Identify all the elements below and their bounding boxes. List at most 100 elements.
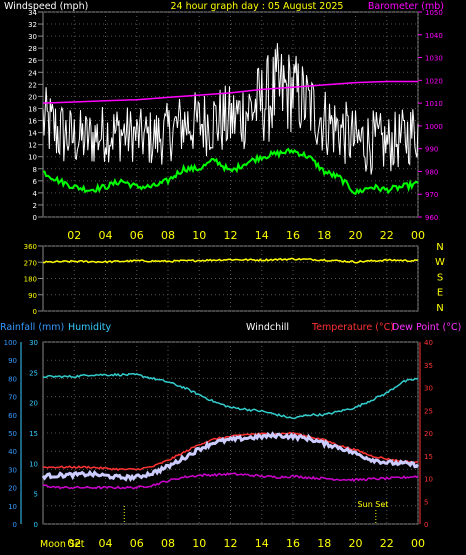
rain-tick-label: 40 bbox=[8, 448, 17, 456]
left-axis-label: Windspeed (mph) bbox=[4, 1, 88, 12]
y-tick-label: 16 bbox=[28, 118, 37, 126]
y-tick-label: 20 bbox=[28, 93, 37, 101]
y2-tick-label: 970 bbox=[425, 191, 438, 199]
y2-tick-label: 1000 bbox=[425, 123, 443, 131]
temp-tick-label: 40 bbox=[424, 339, 433, 347]
legend-label: Temperature (°C) bbox=[311, 322, 394, 333]
x-tick-label: 22 bbox=[380, 229, 394, 242]
x-tick-label: 22 bbox=[380, 537, 394, 550]
x-tick-label: 06 bbox=[130, 229, 144, 242]
rain-tick-label: 60 bbox=[8, 412, 17, 420]
y2-tick-label: 1020 bbox=[425, 77, 443, 85]
temp-tick-label: 0 bbox=[424, 521, 428, 529]
y-tick-label: 180 bbox=[24, 276, 37, 284]
y-tick-label: 8 bbox=[33, 166, 37, 174]
compass-label: W bbox=[435, 257, 445, 268]
y-tick-label: 10 bbox=[28, 154, 37, 162]
rain-tick-label: 90 bbox=[8, 357, 17, 365]
humidity-tick-label: 25 bbox=[29, 369, 38, 377]
y-tick-label: 4 bbox=[33, 190, 38, 198]
y2-tick-label: 1010 bbox=[425, 100, 443, 108]
legend-label: Rainfall (mm) bbox=[0, 322, 64, 333]
y-tick-label: 22 bbox=[28, 81, 37, 89]
y-tick-label: 32 bbox=[28, 21, 37, 29]
rain-tick-label: 0 bbox=[13, 521, 17, 529]
humidity-tick-label: 5 bbox=[34, 491, 38, 499]
x-tick-label: 10 bbox=[192, 229, 206, 242]
x-tick-label: 12 bbox=[224, 229, 238, 242]
x-tick-label: 14 bbox=[255, 229, 269, 242]
y-tick-label: 360 bbox=[24, 243, 37, 251]
humidity-tick-label: 15 bbox=[29, 430, 38, 438]
rain-tick-label: 50 bbox=[8, 430, 17, 438]
rain-tick-label: 70 bbox=[8, 394, 17, 402]
average-wind-line bbox=[42, 147, 419, 196]
legend-label: Dew Point (°C) bbox=[392, 322, 461, 333]
moon-set-label: Moon Set bbox=[40, 539, 85, 550]
temperature-humidity-chart: Rainfall (mm) Humidity Windchill Temperatur… bbox=[0, 322, 461, 550]
x-tick-label: 00 bbox=[411, 229, 425, 242]
rain-tick-label: 80 bbox=[8, 375, 17, 383]
y-tick-label: 28 bbox=[28, 45, 37, 53]
y2-tick-label: 990 bbox=[425, 146, 438, 154]
x-tick-label: 20 bbox=[349, 229, 363, 242]
x-tick-label: 08 bbox=[161, 229, 175, 242]
temp-tick-label: 15 bbox=[424, 453, 433, 461]
temp-tick-label: 30 bbox=[424, 385, 433, 393]
y-tick-label: 2 bbox=[33, 202, 37, 210]
gust-line bbox=[42, 43, 419, 175]
x-tick-label: 18 bbox=[317, 537, 331, 550]
x-tick-label: 16 bbox=[286, 229, 300, 242]
y-tick-label: 6 bbox=[33, 178, 38, 186]
x-tick-label: 04 bbox=[99, 229, 113, 242]
temp-tick-label: 20 bbox=[424, 430, 433, 438]
compass-label: N bbox=[436, 242, 443, 253]
x-tick-label: 04 bbox=[99, 537, 113, 550]
y-tick-label: 34 bbox=[28, 9, 37, 17]
dew-point-line bbox=[42, 472, 419, 490]
y-tick-label: 26 bbox=[28, 57, 37, 65]
temp-tick-label: 5 bbox=[424, 498, 428, 506]
x-tick-label: 10 bbox=[192, 537, 206, 550]
barometer-line bbox=[42, 80, 418, 104]
y2-tick-label: 1030 bbox=[425, 55, 443, 63]
legend-label: Humidity bbox=[68, 322, 111, 333]
compass-label: S bbox=[437, 272, 443, 283]
rain-tick-label: 100 bbox=[4, 339, 17, 347]
y-tick-label: 270 bbox=[24, 259, 37, 267]
y-tick-label: 0 bbox=[33, 308, 37, 316]
temp-tick-label: 10 bbox=[424, 476, 433, 484]
x-tick-label: 06 bbox=[130, 537, 144, 550]
x-tick-label: 00 bbox=[411, 537, 425, 550]
y2-tick-label: 1040 bbox=[425, 32, 443, 40]
x-tick-label: 20 bbox=[349, 537, 363, 550]
wind-barometer-chart: 0246810121416182022242628303234960970980… bbox=[4, 1, 444, 242]
humidity-tick-label: 0 bbox=[34, 521, 38, 529]
x-tick-label: 02 bbox=[67, 537, 81, 550]
y2-tick-label: 1050 bbox=[425, 9, 443, 17]
x-tick-label: 12 bbox=[224, 537, 238, 550]
temp-tick-label: 25 bbox=[424, 407, 433, 415]
y-tick-label: 24 bbox=[28, 69, 37, 77]
right-axis-label: Barometer (mb) bbox=[368, 1, 444, 12]
y-tick-label: 90 bbox=[28, 292, 37, 300]
x-tick-label: 14 bbox=[255, 537, 269, 550]
humidity-tick-label: 30 bbox=[29, 339, 38, 347]
x-tick-label: 16 bbox=[286, 537, 300, 550]
x-tick-label: 18 bbox=[317, 229, 331, 242]
y-tick-label: 14 bbox=[28, 130, 37, 138]
y-tick-label: 18 bbox=[28, 105, 37, 113]
y-tick-label: 12 bbox=[28, 142, 37, 150]
sun-set-label: Sun Set bbox=[358, 500, 389, 509]
humidity-tick-label: 20 bbox=[29, 400, 38, 408]
rain-tick-label: 10 bbox=[8, 503, 17, 511]
chart-title: 24 hour graph day : 05 August 2025 bbox=[171, 1, 344, 12]
rain-tick-label: 30 bbox=[8, 466, 17, 474]
y-tick-label: 30 bbox=[28, 33, 37, 41]
windchill-line bbox=[41, 431, 420, 483]
humidity-tick-label: 10 bbox=[29, 460, 38, 468]
y2-tick-label: 980 bbox=[425, 168, 438, 176]
y2-tick-label: 960 bbox=[425, 214, 438, 222]
